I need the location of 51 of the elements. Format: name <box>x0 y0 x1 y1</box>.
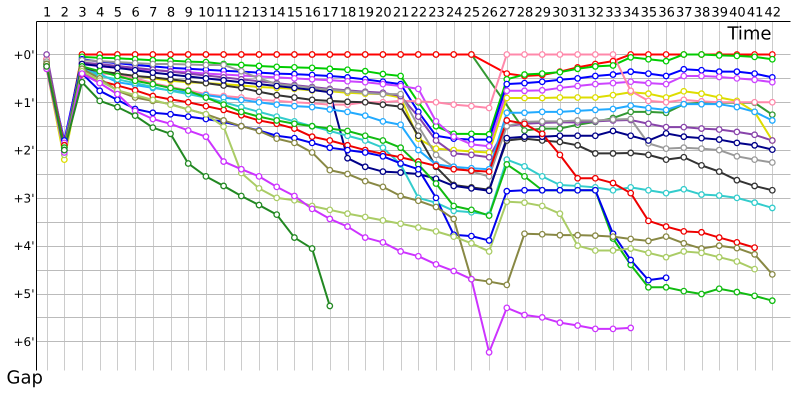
x-tick-label: 6 <box>131 6 140 20</box>
x-tick-label: 1 <box>42 6 52 20</box>
y-axis-title: Gap <box>6 368 43 388</box>
x-tick-label: 41 <box>746 6 764 20</box>
x-tick-label: 13 <box>251 6 268 20</box>
y-tick-label: +0' <box>14 48 34 62</box>
x-tick-label: 20 <box>375 6 392 20</box>
x-tick-label: 30 <box>552 6 569 20</box>
x-tick-label: 12 <box>234 6 250 20</box>
x-tick-label: 17 <box>322 6 339 20</box>
y-tick-label: +1' <box>14 96 34 110</box>
x-tick-label: 3 <box>78 6 87 20</box>
x-tick-label: 28 <box>516 6 534 20</box>
x-tick-label: 11 <box>216 6 232 20</box>
x-tick-label: 34 <box>622 6 640 20</box>
x-tick-label: 33 <box>605 6 622 20</box>
x-tick-label: 24 <box>446 6 462 20</box>
x-tick-label: 14 <box>268 6 286 20</box>
x-tick-label: 42 <box>764 6 782 20</box>
x-tick-label: 23 <box>428 6 445 20</box>
x-tick-label: 7 <box>149 6 158 20</box>
x-tick-label: 2 <box>60 6 69 20</box>
x-tick-label: 40 <box>729 6 746 20</box>
x-tick-label: 26 <box>481 6 498 20</box>
y-tick-label: +6' <box>14 334 34 349</box>
x-tick-label: 38 <box>694 6 710 20</box>
y-tick-label: +2' <box>14 144 34 158</box>
x-tick-label: 22 <box>410 6 428 20</box>
x-tick-label: 37 <box>676 6 693 20</box>
x-tick-label: 32 <box>588 6 604 20</box>
x-tick-label: 4 <box>96 6 104 20</box>
x-tick-label: 25 <box>464 6 480 20</box>
x-tick-label: 9 <box>184 6 193 20</box>
x-tick-label: 10 <box>198 6 215 20</box>
x-tick-label: 21 <box>392 6 410 20</box>
x-tick-label: 29 <box>534 6 551 20</box>
x-tick-label: 8 <box>166 6 176 20</box>
x-tick-label: 16 <box>304 6 321 20</box>
x-tick-label: 36 <box>658 6 675 20</box>
x-tick-label: 27 <box>499 6 516 20</box>
x-tick-label: 35 <box>640 6 658 20</box>
x-tick-label: 31 <box>570 6 586 20</box>
y-tick-label: +3' <box>14 191 34 206</box>
x-tick-label: 18 <box>340 6 356 20</box>
x-tick-label: 19 <box>357 6 374 20</box>
y-tick-label: +4' <box>14 239 34 254</box>
x-tick-label: 5 <box>114 6 122 20</box>
y-tick-label: +5' <box>14 287 34 302</box>
x-tick-label: 15 <box>286 6 304 20</box>
x-tick-label: 39 <box>711 6 728 20</box>
x-axis-title: Time <box>726 24 772 44</box>
